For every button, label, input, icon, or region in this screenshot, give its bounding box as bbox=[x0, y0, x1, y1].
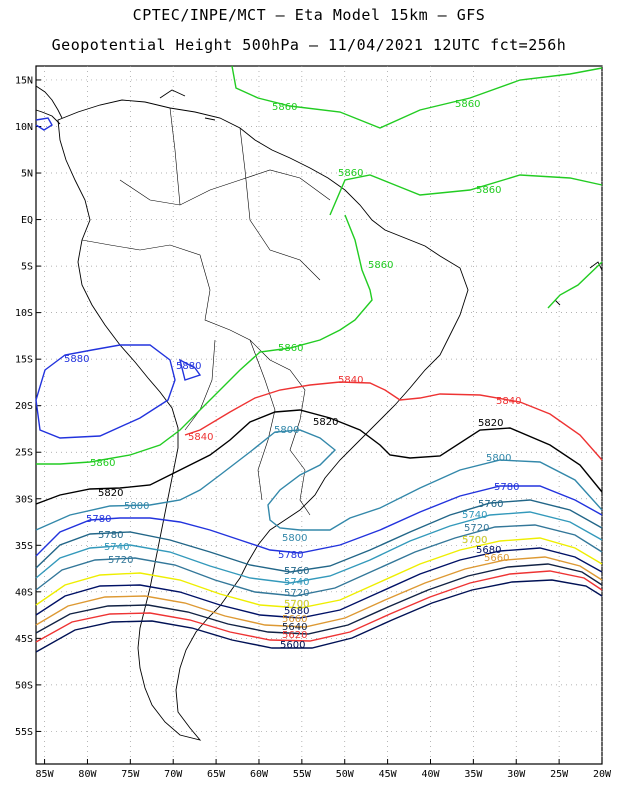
contour-label: 5780 bbox=[278, 550, 303, 561]
lon-tick-label: 45W bbox=[379, 769, 398, 780]
contour-label: 5760 bbox=[284, 566, 309, 577]
atlantic-islands bbox=[554, 261, 603, 306]
contour-label: 5800 bbox=[486, 453, 511, 464]
contour-5860-atlantic bbox=[547, 261, 603, 309]
contour-label: 5820 bbox=[478, 418, 503, 429]
chart-title-line1: CPTEC/INPE/MCT – Eta Model 15km – GFS bbox=[132, 6, 486, 24]
contour-label: 5880 bbox=[176, 361, 201, 372]
contour-5800 bbox=[35, 429, 603, 531]
lat-tick-label: 35S bbox=[15, 541, 33, 552]
lat-tick-label: 40S bbox=[15, 587, 33, 598]
contour-label: 5820 bbox=[313, 417, 338, 428]
contour-label: 5620 bbox=[282, 630, 307, 641]
contour-label: 5660 bbox=[282, 614, 307, 625]
contour-label: 5740 bbox=[462, 510, 487, 521]
lon-tick-label: 70W bbox=[164, 769, 183, 780]
contour-5840 bbox=[184, 381, 603, 461]
contour-5860-brazil bbox=[36, 214, 373, 465]
contour-5660 bbox=[35, 556, 603, 628]
contour-label: 5860 bbox=[476, 185, 501, 196]
contour-label: 5720 bbox=[108, 555, 133, 566]
lon-tick-label: 40W bbox=[421, 769, 440, 780]
lon-tick-label: 60W bbox=[250, 769, 269, 780]
contour-5640 bbox=[35, 563, 603, 635]
contour-5700 bbox=[35, 537, 603, 609]
contour-label: 5860 bbox=[278, 343, 303, 354]
lon-tick-label: 25W bbox=[550, 769, 569, 780]
lat-tick-label: 5N bbox=[21, 169, 33, 180]
lat-tick-label: 55S bbox=[15, 727, 33, 738]
contour-label: 5860 bbox=[90, 458, 115, 469]
contour-label: 5860 bbox=[455, 99, 480, 110]
contour-5860-amazon bbox=[329, 174, 603, 216]
contour-5880-bolivia bbox=[178, 358, 202, 381]
central-america-coast bbox=[35, 85, 63, 125]
contour-5860-north bbox=[231, 65, 603, 129]
chart-title-line2: Geopotential Height 500hPa – 11/04/2021 … bbox=[51, 36, 567, 54]
lat-tick-label: 5S bbox=[21, 262, 33, 273]
lat-tick-label: 10N bbox=[15, 122, 33, 133]
contour-5880-pacific bbox=[35, 344, 176, 439]
lon-tick-label: 30W bbox=[507, 769, 526, 780]
contour-label: 5820 bbox=[98, 488, 123, 499]
lat-tick-label: EQ bbox=[21, 215, 33, 226]
contour-label: 5840 bbox=[496, 396, 521, 407]
contour-label: 5600 bbox=[280, 640, 305, 651]
contour-label: 5800 bbox=[282, 533, 307, 544]
contour-label: 5640 bbox=[282, 622, 307, 633]
lon-tick-label: 50W bbox=[336, 769, 355, 780]
lat-tick-label: 15S bbox=[15, 355, 33, 366]
contour-5880-nw bbox=[35, 117, 53, 131]
lon-tick-label: 85W bbox=[36, 769, 55, 780]
lat-tick-label: 10S bbox=[15, 308, 33, 319]
contour-label: 5860 bbox=[338, 168, 363, 179]
contour-label: 5760 bbox=[478, 499, 503, 510]
contour-label: 5860 bbox=[272, 102, 297, 113]
contour-label: 5860 bbox=[368, 260, 393, 271]
axis-ticks: 15N 10N 5N EQ 5S 10S 15S 20S 25S 30S 35S 40S 45S 50S 5… bbox=[15, 75, 612, 780]
lon-tick-label: 80W bbox=[78, 769, 97, 780]
lon-tick-label: 55W bbox=[293, 769, 312, 780]
country-borders bbox=[81, 107, 331, 516]
contour-5620 bbox=[35, 570, 603, 643]
lat-tick-label: 25S bbox=[15, 448, 33, 459]
contour-5680 bbox=[35, 547, 603, 619]
lon-tick-label: 35W bbox=[464, 769, 483, 780]
contour-5760 bbox=[35, 499, 603, 573]
contour-5600 bbox=[35, 579, 603, 653]
contour-5740 bbox=[35, 511, 603, 584]
caribbean-coast bbox=[159, 89, 216, 121]
contour-label: 5780 bbox=[98, 530, 123, 541]
lat-tick-label: 30S bbox=[15, 494, 33, 505]
contour-label: 5740 bbox=[284, 577, 309, 588]
lon-tick-label: 20W bbox=[593, 769, 612, 780]
contour-label: 5740 bbox=[104, 542, 129, 553]
lat-tick-label: 50S bbox=[15, 680, 33, 691]
contours bbox=[35, 65, 603, 653]
contour-label: 5700 bbox=[284, 599, 309, 610]
lon-tick-label: 75W bbox=[121, 769, 140, 780]
contour-label: 5840 bbox=[338, 375, 363, 386]
contour-label: 5800 bbox=[274, 425, 299, 436]
contour-label: 5880 bbox=[64, 354, 89, 365]
lat-tick-label: 20S bbox=[15, 401, 33, 412]
contour-label: 5680 bbox=[476, 545, 501, 556]
contour-labels: 5860 5860 5860 5860 5860 5860 5860 5880 … bbox=[64, 99, 521, 651]
contour-5720 bbox=[35, 524, 603, 597]
contour-label: 5660 bbox=[484, 553, 509, 564]
contour-5780 bbox=[35, 485, 603, 557]
lon-tick-label: 65W bbox=[207, 769, 226, 780]
contour-label: 5720 bbox=[284, 588, 309, 599]
contour-label: 5680 bbox=[284, 606, 309, 617]
contour-label: 5800 bbox=[124, 501, 149, 512]
contour-label: 5840 bbox=[188, 432, 213, 443]
contour-label: 5720 bbox=[464, 523, 489, 534]
contour-label: 5700 bbox=[462, 535, 487, 546]
contour-label: 5780 bbox=[86, 514, 111, 525]
contour-5820 bbox=[35, 409, 603, 505]
contour-label: 5780 bbox=[494, 482, 519, 493]
lat-tick-label: 45S bbox=[15, 634, 33, 645]
lat-tick-label: 15N bbox=[15, 75, 33, 86]
